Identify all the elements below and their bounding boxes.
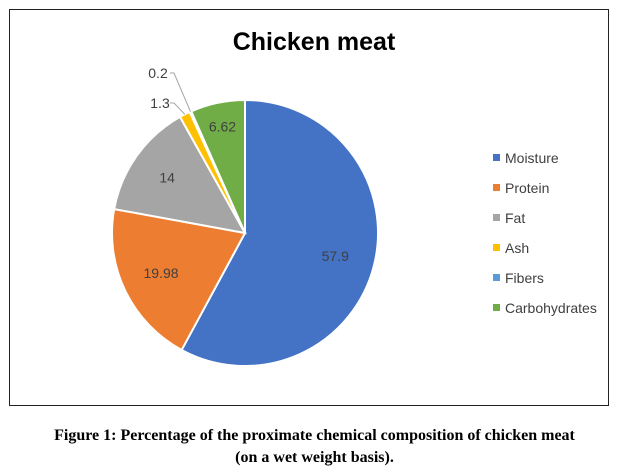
legend-label-protein: Protein	[505, 180, 549, 196]
caption-line-2: (on a wet weight basis).	[235, 449, 394, 466]
slice-protein	[111, 207, 247, 352]
legend-swatch-ash	[493, 244, 500, 251]
legend-label-fat: Fat	[505, 210, 525, 226]
pie-chart: Chicken meat 57.9 19.98 14 6.62 1.3 0.2 Moist…	[111, 28, 597, 367]
slice-carbohydrates	[189, 98, 246, 234]
legend-label-moisture: Moisture	[505, 150, 559, 166]
data-label-protein: 19.98	[144, 265, 179, 281]
legend-swatch-protein	[493, 184, 500, 191]
data-label-fat: 14	[159, 169, 175, 185]
legend-label-ash: Ash	[505, 240, 529, 256]
data-label-moisture: 57.9	[322, 248, 349, 264]
legend: Moisture Protein Fat Ash Fibers Carbohydrates	[493, 150, 597, 316]
legend-swatch-fat	[493, 214, 500, 221]
slice-fat	[113, 115, 247, 235]
slice-moisture	[180, 98, 379, 367]
legend-swatch-fibers	[493, 274, 500, 281]
legend-swatch-moisture	[493, 154, 500, 161]
pie-slices	[111, 98, 379, 367]
leader-line-ash	[170, 102, 186, 115]
data-label-carbohydrates: 6.62	[209, 118, 236, 134]
chart-title: Chicken meat	[233, 28, 396, 56]
legend-label-carbohydrates: Carbohydrates	[505, 300, 597, 316]
figure-caption: Figure 1: Percentage of the proximate ch…	[0, 425, 629, 469]
data-labels: 57.9 19.98 14 6.62 1.3 0.2	[144, 65, 350, 281]
legend-label-fibers: Fibers	[505, 270, 544, 286]
legend-swatch-carbohydrates	[493, 304, 500, 311]
caption-line-1: Figure 1: Percentage of the proximate ch…	[54, 427, 575, 444]
leader-line-fibers	[170, 72, 191, 112]
data-label-fibers: 0.2	[148, 65, 168, 81]
data-label-ash: 1.3	[150, 95, 170, 111]
